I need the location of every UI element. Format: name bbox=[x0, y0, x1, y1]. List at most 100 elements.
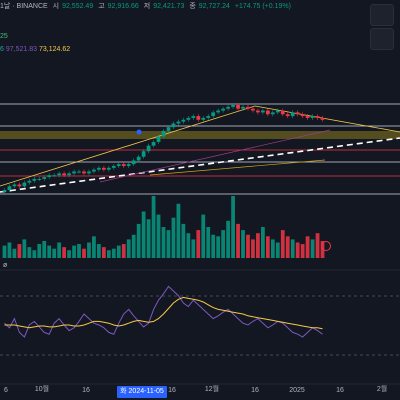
x-tick-label: 2월 bbox=[376, 386, 388, 393]
candle bbox=[116, 164, 121, 166]
candle bbox=[261, 110, 265, 113]
candle bbox=[196, 116, 201, 120]
candle bbox=[256, 110, 260, 113]
x-tick-label: 16 bbox=[251, 387, 259, 394]
high-label: 고 bbox=[98, 3, 105, 10]
volume-bar bbox=[77, 244, 81, 258]
candle bbox=[101, 167, 106, 170]
volume-bar bbox=[285, 236, 290, 258]
candle bbox=[52, 175, 57, 177]
volume-bar bbox=[171, 217, 176, 258]
candle bbox=[17, 184, 22, 187]
candle bbox=[92, 169, 96, 172]
candle bbox=[126, 164, 131, 166]
open-label: 시 bbox=[52, 3, 60, 10]
volume-bar bbox=[67, 250, 71, 258]
volume-bar bbox=[146, 219, 151, 258]
ma-long-value: 73,124.62 bbox=[38, 46, 71, 53]
volume-bar bbox=[161, 227, 166, 258]
reference-icon[interactable] bbox=[321, 241, 331, 251]
volume-bar bbox=[181, 223, 186, 258]
candle bbox=[216, 110, 221, 113]
candle bbox=[176, 121, 181, 124]
layout-button[interactable] bbox=[370, 4, 394, 26]
anchor-point bbox=[136, 129, 142, 135]
volume-bar bbox=[106, 250, 111, 258]
candle bbox=[151, 141, 156, 146]
candle bbox=[161, 130, 166, 137]
symbol-name[interactable]: 1날 · BINANCE bbox=[0, 3, 48, 10]
high-value: 92,916.66 bbox=[107, 3, 139, 10]
volume-bar bbox=[226, 220, 230, 258]
volume-bar bbox=[231, 196, 235, 258]
volume-bar bbox=[62, 247, 66, 258]
candle bbox=[320, 117, 325, 120]
candle bbox=[290, 112, 295, 117]
candle bbox=[2, 190, 7, 192]
volume-bar bbox=[87, 242, 91, 258]
candle bbox=[72, 171, 76, 174]
indicator-label: ø bbox=[3, 262, 8, 269]
volume-bar bbox=[121, 244, 126, 258]
volume-bar bbox=[32, 250, 37, 258]
volume-bar bbox=[251, 239, 255, 258]
volume-bar bbox=[265, 236, 270, 258]
candle bbox=[7, 186, 12, 190]
dashed-trendline bbox=[0, 137, 400, 193]
x-tick-label: 12월 bbox=[204, 386, 220, 393]
volume-bar bbox=[47, 245, 52, 258]
candle bbox=[62, 173, 66, 176]
settings-button[interactable] bbox=[370, 28, 394, 50]
x-tick-label: 16 bbox=[82, 387, 90, 394]
candle bbox=[121, 164, 126, 166]
candle bbox=[221, 108, 226, 111]
oscillator-signal-line bbox=[4, 296, 323, 330]
volume-bar bbox=[17, 244, 22, 258]
low-label: 저 bbox=[143, 3, 151, 10]
candle bbox=[181, 119, 186, 122]
volume-bar bbox=[111, 248, 116, 258]
volume-bar bbox=[141, 211, 146, 258]
left-partial-value: 25 bbox=[0, 33, 8, 40]
candle bbox=[22, 182, 27, 187]
ma-mid-value: 97,521.83 bbox=[5, 46, 38, 53]
volume-bar bbox=[256, 233, 260, 258]
volume-bar bbox=[156, 214, 161, 258]
volume-bar bbox=[176, 203, 181, 258]
volume-bar bbox=[57, 242, 62, 258]
candle bbox=[131, 160, 136, 165]
volume-bar bbox=[221, 230, 226, 258]
crosshair-date-label: 화 2024-11-05 bbox=[117, 386, 167, 398]
change-value: +174.75 (+0.19%) bbox=[234, 3, 291, 10]
support-zone bbox=[0, 131, 400, 139]
candle bbox=[226, 106, 230, 109]
volume-bar bbox=[101, 247, 106, 258]
volume-bar bbox=[196, 230, 201, 258]
volume-bar bbox=[22, 239, 27, 258]
candle bbox=[265, 110, 270, 115]
candle bbox=[310, 116, 315, 118]
close-label: 종 bbox=[189, 3, 196, 10]
candle bbox=[141, 151, 146, 157]
candles bbox=[2, 103, 325, 194]
candle bbox=[191, 116, 196, 118]
volume-bar bbox=[191, 239, 196, 258]
volume-bar bbox=[97, 244, 101, 258]
volume-bar bbox=[166, 230, 171, 258]
candle bbox=[111, 165, 116, 168]
volume-bar bbox=[92, 236, 96, 258]
candle bbox=[206, 116, 211, 118]
candle bbox=[236, 105, 240, 109]
volume-bar bbox=[290, 239, 295, 258]
candle bbox=[136, 156, 141, 161]
candle bbox=[166, 127, 171, 131]
candle bbox=[280, 110, 285, 115]
candle bbox=[251, 108, 255, 111]
volume-bar bbox=[131, 234, 136, 258]
candle bbox=[171, 123, 176, 128]
volume-bar bbox=[2, 245, 7, 258]
candle bbox=[300, 114, 305, 117]
open-value: 92,552.49 bbox=[62, 3, 94, 10]
x-tick-label: 16 bbox=[336, 387, 344, 394]
